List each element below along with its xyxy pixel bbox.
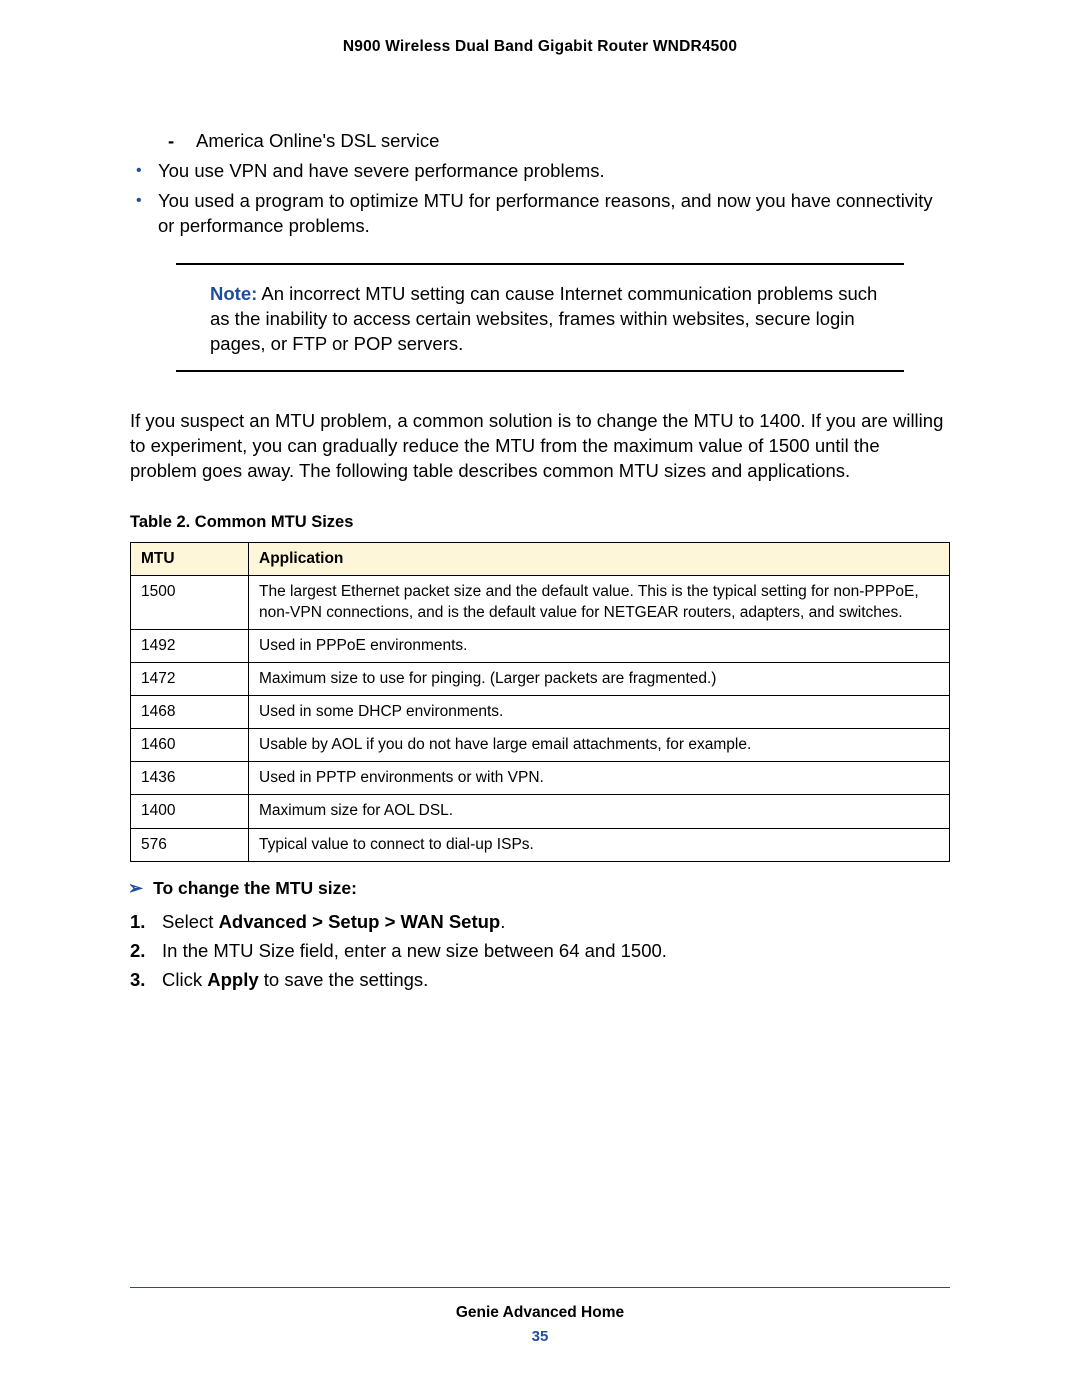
- document-header: N900 Wireless Dual Band Gigabit Router W…: [130, 38, 950, 56]
- mtu-table: MTU Application 1500The largest Ethernet…: [130, 542, 950, 861]
- table-caption: Table 2. Common MTU Sizes: [130, 511, 950, 534]
- footer-page-number: 35: [130, 1328, 950, 1345]
- step-number: 3.: [130, 966, 162, 995]
- bullet-icon: •: [130, 188, 158, 239]
- table-cell-application: Used in PPTP environments or with VPN.: [249, 762, 950, 795]
- note-box: Note: An incorrect MTU setting can cause…: [176, 263, 904, 372]
- step-text: Select Advanced > Setup > WAN Setup.: [162, 908, 505, 937]
- step-number: 1.: [130, 908, 162, 937]
- content-body: - America Online's DSL service • You use…: [130, 128, 950, 995]
- procedure-heading: ➢ To change the MTU size:: [130, 876, 950, 901]
- step-text: Click Apply to save the settings.: [162, 966, 428, 995]
- page-footer: Genie Advanced Home 35: [130, 1287, 950, 1345]
- table-row: 1400Maximum size for AOL DSL.: [131, 795, 950, 828]
- table-header-row: MTU Application: [131, 543, 950, 576]
- procedure-step: 3.Click Apply to save the settings.: [130, 966, 950, 995]
- bullet-item: • You used a program to optimize MTU for…: [130, 188, 950, 239]
- note-label: Note:: [210, 283, 257, 304]
- table-header-cell: Application: [249, 543, 950, 576]
- table-cell-application: Maximum size to use for pinging. (Larger…: [249, 662, 950, 695]
- bullet-icon: •: [130, 158, 158, 184]
- table-cell-mtu: 1500: [131, 576, 249, 629]
- table-cell-mtu: 1468: [131, 695, 249, 728]
- table-row: 1460Usable by AOL if you do not have lar…: [131, 729, 950, 762]
- table-cell-application: The largest Ethernet packet size and the…: [249, 576, 950, 629]
- table-header-cell: MTU: [131, 543, 249, 576]
- table-cell-mtu: 1400: [131, 795, 249, 828]
- sub-bullet-text: America Online's DSL service: [196, 128, 439, 154]
- table-row: 1492Used in PPPoE environments.: [131, 629, 950, 662]
- body-paragraph: If you suspect an MTU problem, a common …: [130, 408, 950, 483]
- bullet-text: You used a program to optimize MTU for p…: [158, 188, 950, 239]
- table-cell-mtu: 1472: [131, 662, 249, 695]
- table-cell-mtu: 1436: [131, 762, 249, 795]
- step-number: 2.: [130, 937, 162, 966]
- table-cell-application: Usable by AOL if you do not have large e…: [249, 729, 950, 762]
- step-text: In the MTU Size field, enter a new size …: [162, 937, 667, 966]
- note-text: An incorrect MTU setting can cause Inter…: [210, 283, 877, 354]
- table-row: 576Typical value to connect to dial-up I…: [131, 828, 950, 861]
- table-cell-mtu: 576: [131, 828, 249, 861]
- table-cell-application: Typical value to connect to dial-up ISPs…: [249, 828, 950, 861]
- bullet-item: • You use VPN and have severe performanc…: [130, 158, 950, 184]
- chevron-right-icon: ➢: [128, 876, 143, 901]
- table-cell-application: Used in PPPoE environments.: [249, 629, 950, 662]
- dash-icon: -: [168, 128, 196, 154]
- footer-title: Genie Advanced Home: [130, 1304, 950, 1322]
- procedure-steps: 1.Select Advanced > Setup > WAN Setup.2.…: [130, 908, 950, 994]
- table-cell-application: Maximum size for AOL DSL.: [249, 795, 950, 828]
- procedure-step: 2.In the MTU Size field, enter a new siz…: [130, 937, 950, 966]
- table-cell-mtu: 1460: [131, 729, 249, 762]
- table-row: 1472Maximum size to use for pinging. (La…: [131, 662, 950, 695]
- table-cell-application: Used in some DHCP environments.: [249, 695, 950, 728]
- bullet-text: You use VPN and have severe performance …: [158, 158, 950, 184]
- table-row: 1436Used in PPTP environments or with VP…: [131, 762, 950, 795]
- table-row: 1500The largest Ethernet packet size and…: [131, 576, 950, 629]
- table-cell-mtu: 1492: [131, 629, 249, 662]
- procedure-heading-text: To change the MTU size:: [153, 876, 357, 900]
- sub-bullet-item: - America Online's DSL service: [168, 128, 950, 154]
- table-row: 1468Used in some DHCP environments.: [131, 695, 950, 728]
- procedure-step: 1.Select Advanced > Setup > WAN Setup.: [130, 908, 950, 937]
